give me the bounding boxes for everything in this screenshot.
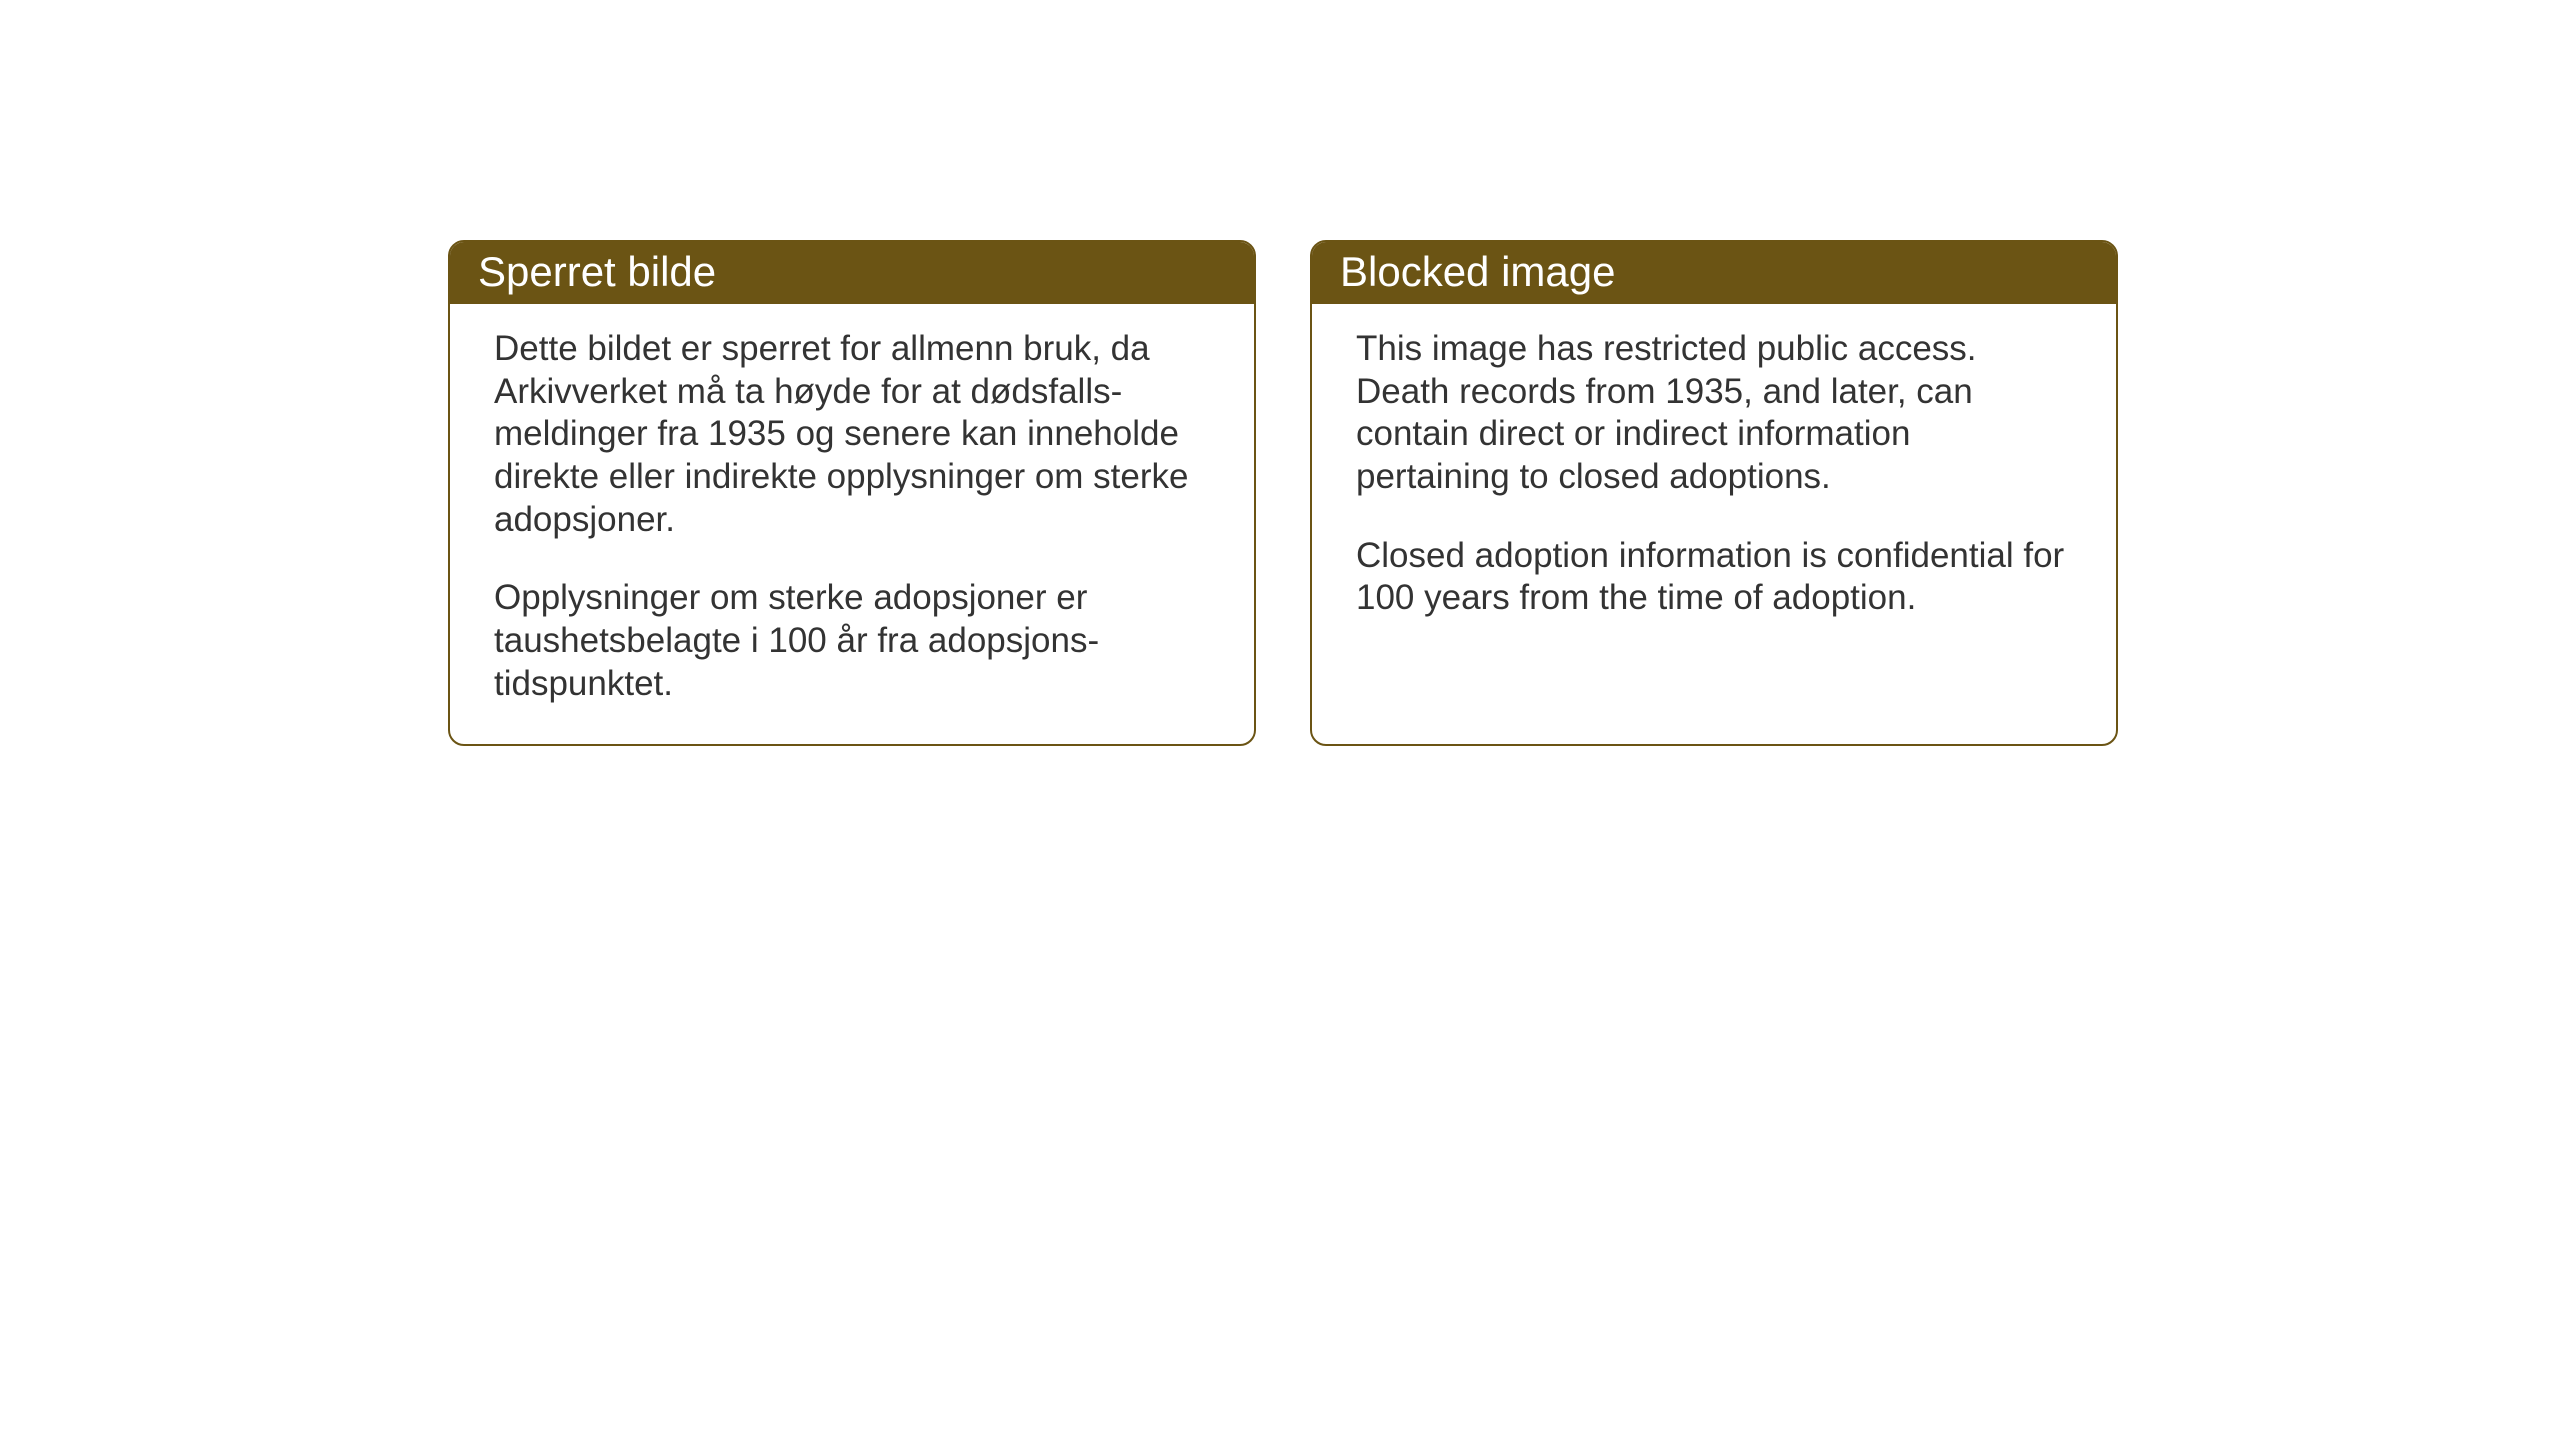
notice-paragraph: This image has restricted public access.… xyxy=(1356,328,2072,499)
notice-box-english: Blocked image This image has restricted … xyxy=(1310,240,2118,746)
notice-paragraph: Opplysninger om sterke adopsjoner er tau… xyxy=(494,577,1210,705)
notice-box-norwegian: Sperret bilde Dette bildet er sperret fo… xyxy=(448,240,1256,746)
notice-body-english: This image has restricted public access.… xyxy=(1312,304,2116,744)
notice-paragraph: Closed adoption information is confident… xyxy=(1356,535,2072,620)
notice-header-english: Blocked image xyxy=(1312,242,2116,304)
notice-body-norwegian: Dette bildet er sperret for allmenn bruk… xyxy=(450,304,1254,744)
notice-paragraph: Dette bildet er sperret for allmenn bruk… xyxy=(494,328,1210,541)
notice-container: Sperret bilde Dette bildet er sperret fo… xyxy=(448,240,2118,746)
notice-header-norwegian: Sperret bilde xyxy=(450,242,1254,304)
